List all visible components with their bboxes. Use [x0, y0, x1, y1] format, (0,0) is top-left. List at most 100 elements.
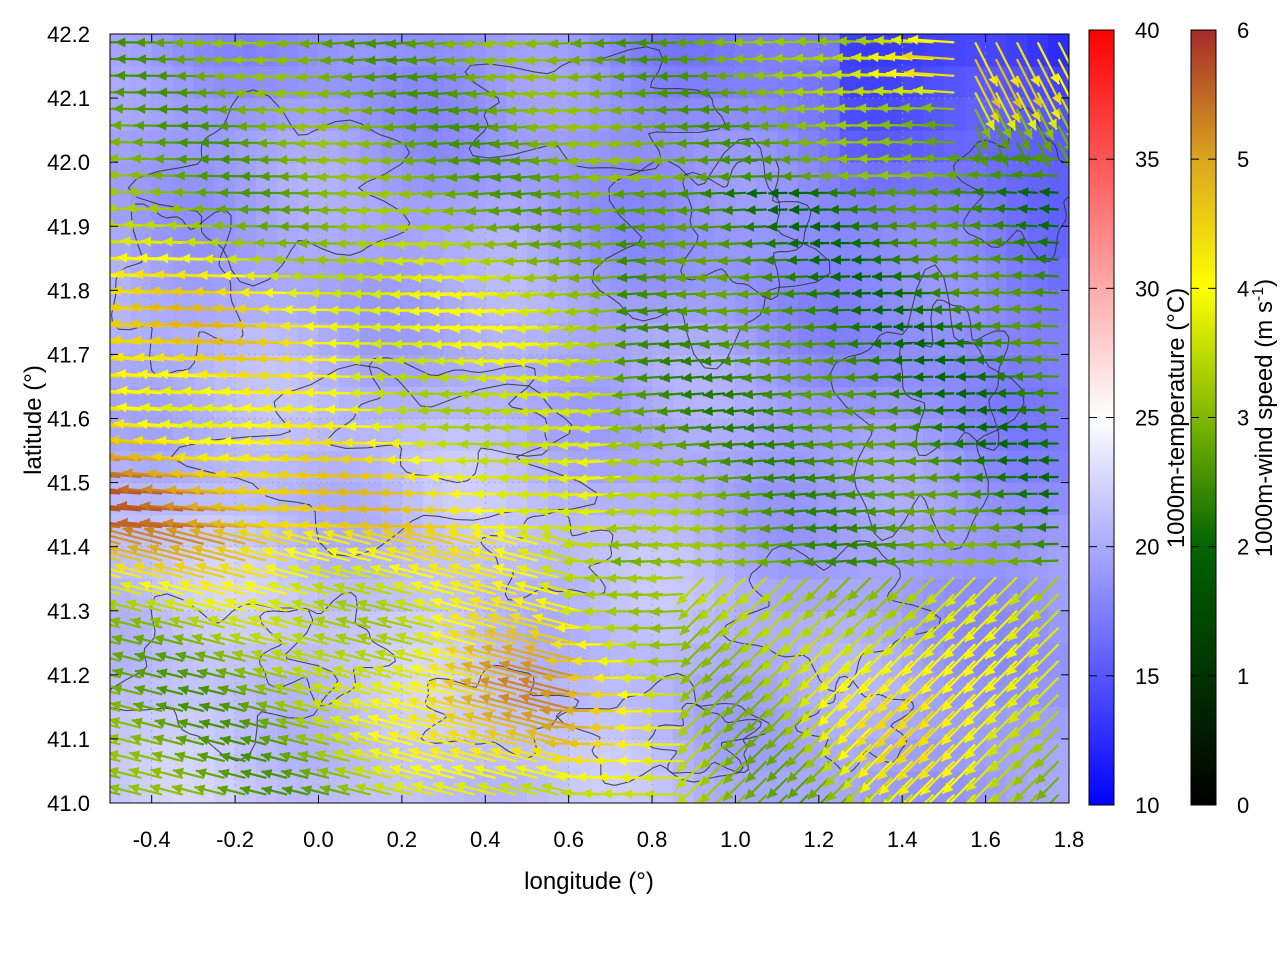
wind-arrow — [236, 528, 288, 545]
wind-arrow — [110, 556, 121, 562]
wind-arrow — [110, 640, 121, 646]
heatmap-cell — [151, 98, 174, 131]
heatmap-cell — [1048, 418, 1069, 452]
wind-arrow — [130, 617, 163, 629]
wind-arrow — [181, 419, 225, 430]
wind-arrow — [234, 667, 267, 679]
wind-arrow — [139, 386, 184, 396]
colorbar-tick-label: 5 — [1237, 147, 1249, 172]
heatmap-cell — [214, 642, 236, 676]
heatmap-cell — [672, 98, 695, 131]
heatmap-cell — [610, 98, 632, 131]
heatmap-cell — [589, 386, 611, 420]
heatmap-cell — [1027, 162, 1049, 195]
heatmap-cell — [652, 738, 674, 772]
heatmap-cell — [235, 322, 257, 355]
contour-line — [828, 264, 1025, 551]
wind-arrow — [169, 544, 225, 562]
heatmap-cell — [193, 34, 215, 67]
heatmap-cell — [172, 290, 194, 323]
wind-arrow — [110, 505, 163, 512]
wind-arrow — [155, 701, 184, 713]
wind-arrow — [231, 649, 267, 662]
heatmap-cell — [339, 162, 361, 195]
wind-arrow — [133, 562, 184, 579]
wind-arrow — [182, 403, 225, 413]
wind-arrow — [178, 436, 225, 446]
heatmap-cell — [527, 482, 549, 516]
wind-arrow — [177, 702, 205, 713]
heatmap-cell — [881, 322, 903, 355]
heatmap-cell — [818, 162, 841, 195]
heatmap-cell — [214, 290, 236, 323]
heatmap-cell — [839, 450, 862, 484]
heatmap-cell — [693, 771, 716, 803]
wind-arrow — [195, 562, 246, 579]
heatmap-cell — [1048, 771, 1069, 803]
heatmap-cell — [714, 738, 736, 772]
wind-arrow — [198, 685, 225, 696]
heatmap-cell — [818, 130, 841, 163]
wind-arrow — [110, 523, 142, 529]
heatmap-cell — [1006, 34, 1028, 67]
wind-arrow — [143, 526, 205, 545]
wind-arrow — [134, 684, 163, 696]
heatmap-cell — [172, 66, 194, 99]
heatmap-cell — [464, 66, 486, 99]
wind-arrow — [110, 657, 121, 662]
wind-arrow — [240, 752, 267, 763]
contour-line — [953, 107, 1069, 263]
heatmap-cell — [589, 706, 611, 740]
wind-arrow — [168, 616, 205, 629]
heatmap-cell — [568, 354, 591, 387]
heatmap-cell — [589, 738, 611, 772]
colorbar-tick-label: 3 — [1237, 406, 1249, 431]
heatmap-cell — [151, 130, 174, 163]
heatmap-cell — [943, 290, 966, 323]
heatmap-cell — [923, 450, 945, 484]
heatmap-cell — [443, 66, 465, 99]
heatmap-cell — [652, 642, 674, 676]
wind-arrow — [110, 774, 121, 779]
wind-arrow — [110, 241, 121, 245]
heatmap-cell — [818, 514, 841, 548]
wind-arrow — [110, 521, 163, 529]
heatmap-cell — [151, 354, 174, 387]
heatmap-cell — [464, 258, 486, 291]
heatmap-cell — [943, 546, 966, 580]
heatmap-cell — [443, 98, 465, 131]
wind-arrow — [127, 544, 184, 562]
colorbar-tick-label: 15 — [1135, 664, 1159, 689]
heatmap-cell — [339, 130, 361, 163]
heatmap-cell — [589, 642, 611, 676]
wind-arrow — [217, 785, 246, 796]
heatmap-cell — [193, 322, 215, 355]
heatmap-cell — [547, 642, 570, 676]
wind-arrow — [110, 599, 142, 612]
y-tick-label: 42.0 — [47, 150, 90, 175]
wind-arrow — [137, 419, 184, 430]
wind-arrow — [110, 257, 121, 261]
heatmap-cell — [798, 226, 820, 259]
heatmap-cell — [381, 258, 403, 291]
heatmap-cell — [610, 546, 632, 580]
heatmap-cell — [443, 771, 465, 803]
heatmap-cell — [672, 674, 695, 708]
x-tick-label: 1.2 — [804, 827, 835, 852]
heatmap-cell — [547, 354, 570, 387]
wind-arrow — [110, 783, 142, 796]
heatmap-cell — [506, 258, 528, 291]
wind-arrow — [110, 291, 121, 295]
heatmap-cell — [485, 258, 507, 291]
wind-arrow — [177, 685, 205, 696]
heatmap-cell — [360, 771, 382, 803]
heatmap-cell — [631, 482, 653, 516]
heatmap-cell — [818, 771, 841, 803]
heatmap-cell — [130, 771, 153, 803]
heatmap-cell — [422, 66, 445, 99]
heatmap-cell — [255, 386, 278, 420]
contour-line — [327, 357, 549, 484]
heatmap-cell — [485, 482, 507, 516]
wind-arrow — [110, 790, 121, 796]
heatmap-cell — [735, 290, 757, 323]
